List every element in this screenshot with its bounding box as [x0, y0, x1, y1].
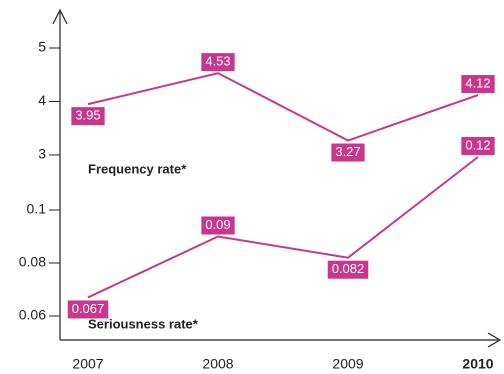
value-label-text: 3.95 [75, 108, 100, 123]
value-label: 0.067 [67, 300, 109, 319]
series-label: Frequency rate* [88, 161, 187, 176]
y-tick-label: 0.08 [19, 254, 46, 270]
value-label-box [461, 75, 495, 94]
series-line [87, 72, 479, 142]
x-tick-label: 2007 [72, 356, 103, 372]
value-label-box [67, 300, 109, 319]
value-label: 4.53 [201, 53, 235, 72]
y-tick-label: 0.1 [27, 201, 47, 217]
value-label: 3.27 [331, 143, 365, 162]
x-tick-label: 2010 [462, 356, 493, 372]
value-label: 0.082 [327, 260, 369, 279]
value-label-text: 4.12 [465, 75, 490, 90]
value-label-box [71, 107, 105, 126]
value-label-text: 0.09 [205, 217, 230, 232]
value-label-text: 0.12 [465, 137, 490, 152]
x-tick-label: 2008 [202, 356, 233, 372]
value-label: 0.09 [201, 216, 235, 235]
y-tick-label: 0.06 [19, 307, 46, 323]
y-tick-label: 3 [38, 146, 46, 162]
axes [52, 8, 502, 348]
x-tick-label: 2009 [332, 356, 363, 372]
value-label: 0.12 [461, 137, 495, 155]
value-label-box [331, 143, 365, 162]
value-label-box [201, 216, 235, 235]
value-label: 3.95 [71, 107, 105, 126]
value-label-text: 0.082 [332, 261, 365, 276]
value-label-text: 0.067 [72, 301, 105, 316]
value-label-box [461, 137, 495, 155]
series-line [87, 156, 479, 299]
value-label: 4.12 [461, 75, 495, 94]
y-tick-label: 5 [38, 39, 46, 55]
value-label-text: 3.27 [335, 144, 360, 159]
value-label-box [201, 53, 235, 72]
value-label-box [327, 260, 369, 279]
y-tick-label: 4 [38, 92, 46, 108]
value-label-text: 4.53 [205, 54, 230, 69]
series-label: Seriousness rate* [88, 316, 199, 331]
